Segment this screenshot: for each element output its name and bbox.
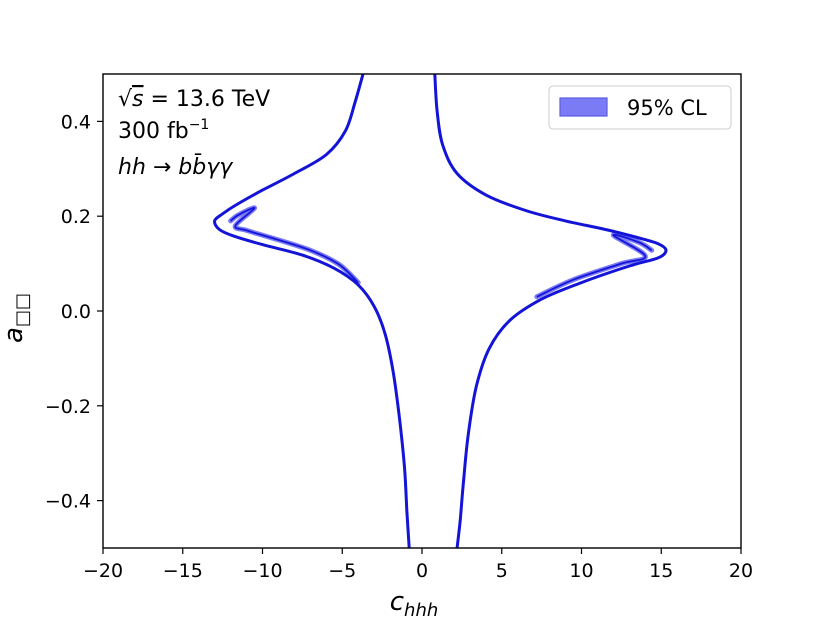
y-tick-label: 0.0 [61, 301, 91, 323]
y-tick-label: −0.2 [45, 396, 91, 418]
x-axis-title: chhh [390, 587, 439, 618]
contour-curves [213, 74, 668, 548]
annotation-energy: √s = 13.6 TeV [118, 87, 270, 112]
contour-edge-left [230, 206, 359, 284]
legend-swatch [559, 97, 608, 117]
y-axis-ticks: −0.4 −0.2 0.0 0.2 0.4 [45, 111, 103, 513]
legend: 95% CL [548, 85, 732, 130]
x-tick-label: 5 [496, 560, 508, 582]
legend-box [548, 85, 732, 130]
contour-edge-right [536, 233, 653, 298]
annotation-channel: hh → bb̄γγ [118, 154, 233, 180]
y-tick-label: 0.2 [61, 206, 91, 228]
x-tick-label: 15 [649, 560, 673, 582]
plot-frame [102, 73, 742, 549]
x-tick-label: −20 [83, 560, 123, 582]
y-axis-title: a□□ [0, 293, 33, 343]
contour-line-left [213, 74, 411, 548]
x-tick-label: −15 [163, 560, 203, 582]
contour-line-right [433, 74, 668, 548]
y-tick-label: 0.4 [61, 111, 91, 133]
x-tick-label: 20 [729, 560, 753, 582]
x-tick-label: 0 [416, 560, 428, 582]
annotation-luminosity: 300 fb−1 [118, 117, 209, 144]
x-tick-label: −5 [328, 560, 356, 582]
x-tick-label: 10 [569, 560, 593, 582]
x-axis-ticks: −20 −15 −10 −5 0 5 10 15 20 [83, 548, 753, 582]
legend-label: 95% CL [627, 96, 707, 120]
y-tick-label: −0.4 [45, 491, 91, 513]
x-tick-label: −10 [242, 560, 282, 582]
